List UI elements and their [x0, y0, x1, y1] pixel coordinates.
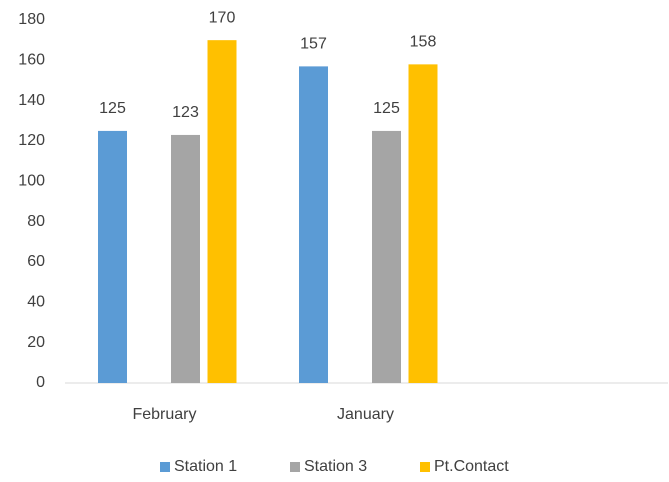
x-tick-label: February — [132, 406, 196, 423]
data-label: 157 — [300, 36, 327, 53]
legend-swatch — [160, 462, 170, 472]
y-tick-label: 60 — [27, 253, 45, 270]
bar — [299, 66, 328, 383]
legend-label: Station 3 — [304, 458, 367, 475]
y-tick-label: 80 — [27, 213, 45, 230]
data-label: 170 — [209, 9, 236, 26]
bar — [98, 130, 127, 383]
legend-swatch — [420, 462, 430, 472]
bar — [372, 130, 401, 383]
bar — [408, 64, 438, 383]
data-label: 125 — [373, 100, 400, 117]
x-tick-label: January — [337, 406, 394, 423]
data-label: 125 — [99, 100, 126, 117]
legend-label: Pt.Contact — [434, 458, 509, 475]
y-tick-label: 140 — [18, 92, 45, 109]
y-tick-label: 160 — [18, 52, 45, 69]
bar — [207, 40, 237, 384]
y-tick-label: 100 — [18, 173, 45, 190]
y-tick-label: 180 — [18, 11, 45, 28]
y-tick-label: 20 — [27, 334, 45, 351]
data-label: 123 — [172, 104, 199, 121]
y-tick-label: 0 — [36, 374, 45, 391]
y-tick-label: 120 — [18, 132, 45, 149]
y-tick-label: 40 — [27, 294, 45, 311]
data-label: 158 — [410, 34, 437, 51]
bar — [171, 134, 200, 383]
legend-swatch — [290, 462, 300, 472]
legend-label: Station 1 — [174, 458, 237, 475]
